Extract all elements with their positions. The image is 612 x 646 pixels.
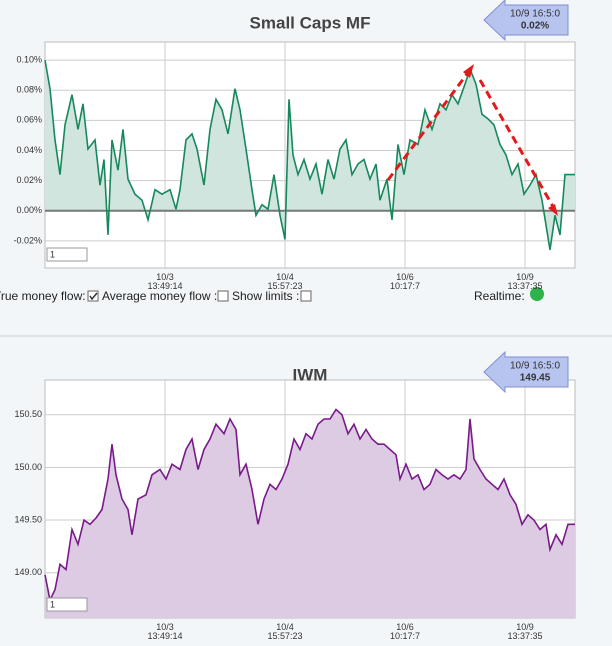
y-tick-label: 0.06% (16, 115, 42, 125)
y-tick-label: 150.00 (14, 462, 42, 472)
true-money-flow-label: True money flow: (0, 289, 86, 303)
range-input-value: 1 (50, 599, 55, 609)
show-limits-checkbox[interactable] (300, 290, 312, 302)
line (44, 408, 575, 603)
x-tick-label: 10/9 13:37:35 (507, 622, 542, 641)
checkmark (89, 292, 98, 301)
callout-value: 149.45 (520, 373, 551, 384)
show-limits-label: Show limits : (232, 289, 299, 303)
area-fill (45, 409, 575, 618)
callout-arrow (483, 0, 569, 42)
range-input-value: 1 (50, 249, 55, 259)
y-tick-label: 149.50 (14, 514, 42, 524)
y-tick-label: -0.02% (13, 235, 42, 245)
y-tick-label: 149.00 (14, 567, 42, 577)
chart-title: Small Caps MF (250, 13, 371, 32)
x-tick-label: 10/3 13:49:14 (147, 272, 182, 291)
y-tick-label: 0.02% (16, 175, 42, 185)
line (44, 59, 575, 251)
callout-value: 0.02% (521, 21, 549, 32)
x-tick-label: 10/3 13:49:14 (147, 622, 182, 641)
arrow-head (548, 204, 558, 216)
y-tick-label: 150.50 (14, 409, 42, 419)
callout-arrow (483, 350, 569, 394)
range-input (46, 597, 88, 612)
x-tick-label: 10/4 15:57:23 (267, 272, 302, 291)
callout-time: 10/9 16:5:0 (510, 361, 560, 372)
x-tick-label: 10/9 13:37:35 (507, 272, 542, 291)
x-tick-label: 10/4 15:57:23 (267, 622, 302, 641)
range-input (46, 247, 88, 262)
true-money-flow-checkbox[interactable] (87, 290, 99, 302)
callout-time: 10/9 16:5:0 (510, 9, 560, 20)
average-money-flow-label: Average money flow : (102, 289, 217, 303)
realtime-indicator[interactable] (530, 287, 544, 301)
annotation-arrow (386, 69, 472, 181)
chart-title: IWM (293, 365, 328, 384)
arrow-head (463, 64, 474, 78)
y-tick-label: 0.04% (16, 145, 42, 155)
x-tick-label: 10/6 10:17:7 (390, 272, 420, 291)
average-money-flow-checkbox[interactable] (217, 290, 229, 302)
y-tick-label: 0.00% (16, 205, 42, 215)
y-tick-label: 0.08% (16, 85, 42, 95)
y-tick-label: 0.10% (16, 54, 42, 64)
realtime-label: Realtime: (474, 289, 525, 303)
x-tick-label: 10/6 10:17:7 (390, 622, 420, 641)
